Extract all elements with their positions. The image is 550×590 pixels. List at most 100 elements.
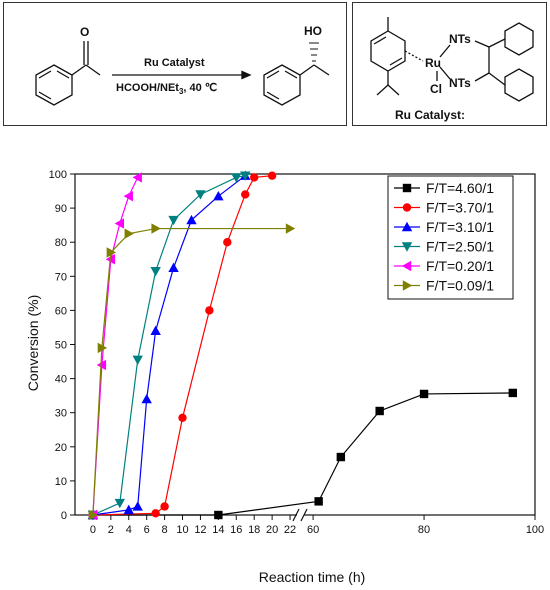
data-point [114, 218, 124, 229]
data-point [250, 173, 259, 182]
data-point [186, 214, 197, 225]
nts-label-bottom: NTs [449, 76, 471, 90]
acetophenone-structure [35, 41, 101, 106]
data-point [141, 393, 152, 404]
series-line [92, 392, 513, 516]
legend-marker [401, 242, 413, 252]
phenyl-rings [488, 22, 534, 102]
series-0 [88, 388, 518, 520]
data-point [151, 509, 160, 518]
x-axis-title: Reaction time (h) [259, 569, 366, 585]
data-point [132, 355, 143, 366]
data-point [132, 172, 142, 183]
catalyst-structure-box: Ru NTs NTs Cl Ru Catalyst: [352, 2, 547, 126]
series-line [92, 175, 246, 516]
x-tick-label: 4 [126, 524, 132, 536]
hydroxyl-label: HO [304, 24, 322, 38]
reagent-below-subscript: 3 [178, 87, 184, 97]
legend-label: F/T=3.10/1 [426, 219, 494, 235]
reagent-below-prefix: HCOOH/NEt [116, 82, 179, 94]
legend-marker [401, 221, 413, 232]
x-tick-label: 10 [176, 524, 188, 536]
reagent-above-arrow: Ru Catalyst [144, 57, 205, 69]
series-3 [87, 171, 251, 521]
y-tick-label: 30 [55, 408, 67, 420]
data-point [123, 504, 134, 515]
data-point [205, 306, 214, 315]
data-point [160, 502, 169, 511]
cymene-ring [370, 17, 490, 96]
data-point [241, 190, 250, 199]
ruthenium-label: Ru [425, 56, 441, 70]
x-tick-label: 12 [194, 524, 206, 536]
y-tick-label: 40 [55, 374, 67, 386]
series-5 [88, 223, 296, 521]
y-tick-label: 60 [55, 305, 67, 317]
y-tick-label: 90 [55, 203, 67, 215]
data-point [151, 223, 161, 234]
y-tick-label: 0 [61, 510, 67, 522]
legend-box [387, 175, 514, 300]
x-tick-label: 14 [212, 524, 224, 536]
x-tick-label: 16 [230, 524, 242, 536]
data-point [178, 413, 187, 423]
x-tick-label: 20 [266, 524, 278, 536]
data-point [214, 510, 223, 520]
data-point [150, 266, 161, 277]
y-tick-label: 10 [55, 476, 67, 488]
axis-break-gap [297, 511, 304, 519]
catalyst-caption: Ru Catalyst: [395, 108, 465, 122]
reagent-below-suffix: , 40 ℃ [183, 82, 218, 94]
reagent-below-arrow: HCOOH/NEt3, 40 ℃ [116, 81, 217, 96]
series-line [92, 227, 291, 516]
x-tick-label: 6 [144, 524, 150, 536]
data-point [97, 342, 108, 354]
legend-marker [401, 260, 412, 272]
x-tick-label: 22 [284, 524, 296, 536]
y-tick-label: 80 [55, 237, 67, 249]
data-point [419, 389, 429, 399]
data-point [508, 388, 518, 398]
axis-break-mark [300, 508, 308, 522]
y-tick-label: 20 [55, 442, 67, 454]
y-axis-title: Conversion (%) [25, 295, 41, 391]
data-point [106, 247, 117, 258]
legend-marker [402, 203, 412, 212]
data-point [168, 215, 179, 226]
x-tick-label: 60 [307, 524, 319, 536]
x-tick-label: 80 [418, 524, 430, 536]
legend: F/T=4.60/1 F/T=3.70/1 F/T=3.10/1 F/T=2.50/1… [387, 175, 514, 300]
phenylethanol-structure [263, 42, 330, 106]
x-tick-label: 18 [248, 524, 260, 536]
y-tick-label: 50 [55, 340, 67, 352]
legend-label: F/T=0.09/1 [426, 278, 494, 294]
reaction-structures: O HO [35, 24, 330, 106]
reaction-scheme: O HO Ru Catalyst HCOOH/NEt3, 40 ℃ [3, 2, 347, 126]
series-2 [87, 170, 251, 520]
carbonyl-oxygen-label: O [80, 25, 89, 39]
data-point [223, 238, 232, 247]
data-point [168, 262, 179, 272]
legend-label: F/T=0.20/1 [426, 258, 494, 274]
legend-marker [402, 280, 413, 291]
data-point [132, 501, 143, 511]
data-point [285, 223, 296, 234]
series-layer [87, 170, 518, 521]
data-point [123, 190, 133, 202]
chloride-label: Cl [430, 82, 442, 96]
nts-label-top: NTs [449, 32, 471, 46]
data-point [124, 228, 134, 239]
data-point [336, 452, 346, 462]
data-point [150, 325, 161, 336]
axis-break-mark [292, 508, 300, 522]
data-point [314, 497, 323, 506]
data-point [240, 171, 251, 181]
data-point [213, 190, 224, 201]
series-line [92, 175, 273, 516]
x-tick-label: 100 [526, 524, 544, 536]
x-tick-label: 0 [90, 524, 96, 536]
data-point [267, 171, 277, 180]
data-point [195, 190, 206, 200]
